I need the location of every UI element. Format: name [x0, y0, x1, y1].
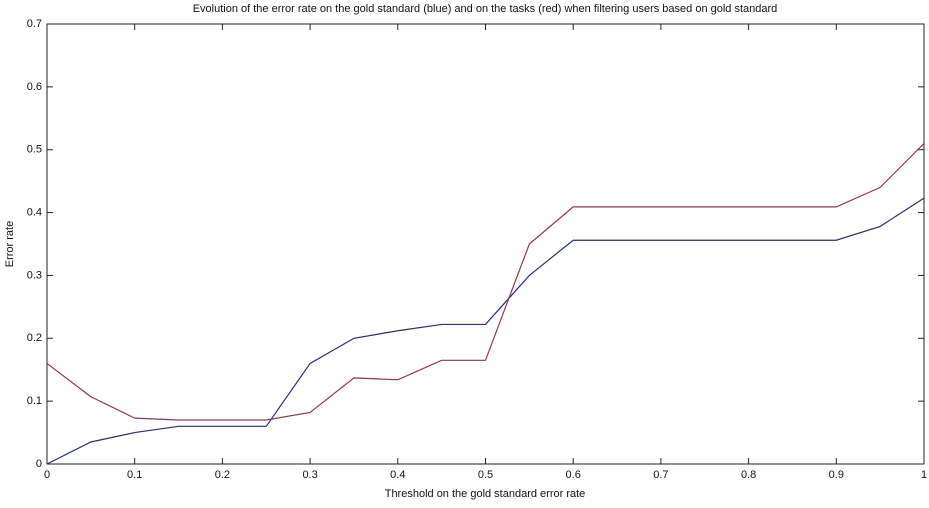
x-axis-label: Threshold on the gold standard error rat… [385, 488, 586, 500]
y-tick-label: 0.4 [27, 206, 42, 218]
x-tick-label: 0.3 [302, 469, 317, 481]
x-tick-label: 0.1 [127, 469, 142, 481]
x-tick-label: 0.7 [653, 469, 668, 481]
x-tick-label: 0.6 [566, 469, 581, 481]
y-tick-label: 0 [36, 458, 42, 470]
x-tick-label: 0.5 [478, 469, 493, 481]
y-tick-label: 0.5 [27, 144, 42, 156]
x-tick-label: 0 [44, 469, 50, 481]
y-tick-label: 0.6 [27, 81, 42, 93]
y-axis-label: Error rate [4, 221, 16, 267]
x-tick-label: 0.9 [829, 469, 844, 481]
y-tick-label: 0.2 [27, 332, 42, 344]
chart-title: Evolution of the error rate on the gold … [193, 3, 778, 15]
y-tick-label: 0.7 [27, 18, 42, 30]
x-tick-label: 0.8 [741, 469, 756, 481]
data-line [46, 197, 925, 465]
x-tick-label: 1 [921, 469, 927, 481]
x-tick-label: 0.4 [390, 469, 405, 481]
data-line [46, 143, 925, 421]
x-tick-label: 0.2 [215, 469, 230, 481]
y-tick-label: 0.3 [27, 269, 42, 281]
y-tick-label: 0.1 [27, 395, 42, 407]
